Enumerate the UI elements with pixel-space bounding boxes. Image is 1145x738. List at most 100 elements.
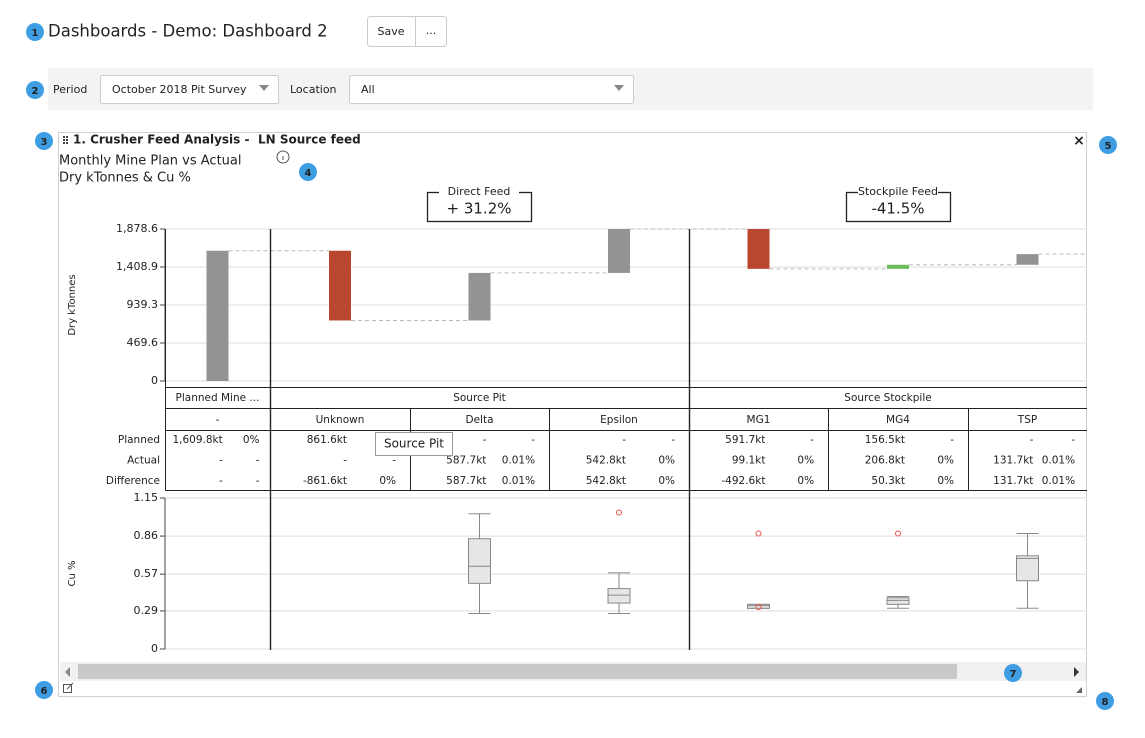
column-header: MG4: [886, 414, 910, 426]
group-header: Source Pit: [453, 392, 506, 404]
cell-percent: 0%: [658, 475, 675, 487]
cell-percent: 0.01%: [502, 455, 535, 467]
feed-value: + 31.2%: [447, 200, 512, 218]
waterfall-bar: [207, 251, 229, 381]
cell-value: 587.7kt: [446, 455, 486, 467]
feed-value: -41.5%: [871, 200, 924, 218]
cell-percent: -: [671, 434, 675, 446]
badge-number: 2: [32, 86, 39, 97]
cell-value: -861.6kt: [303, 475, 347, 487]
y-tick-label: 469.6: [127, 336, 159, 349]
widget-source: LN Source feed: [258, 133, 361, 147]
more-label: ...: [426, 24, 437, 37]
y-tick-label: 0.86: [134, 529, 159, 542]
page-title: Dashboards - Demo: Dashboard 2: [48, 22, 328, 41]
y-tick-label: 0.57: [134, 567, 159, 580]
box: [887, 598, 909, 605]
badge-number: 5: [1105, 141, 1112, 152]
cell-value: -: [483, 434, 487, 446]
cell-value: -: [1030, 434, 1034, 446]
cell-percent: -: [256, 455, 260, 467]
column-header: Delta: [465, 414, 493, 426]
row-label: Actual: [127, 455, 160, 467]
group-header: Source Stockpile: [844, 392, 931, 404]
y-tick-label: 0: [151, 642, 158, 655]
cell-percent: -: [1071, 434, 1075, 446]
y-tick-label: 0.29: [134, 604, 159, 617]
widget-units: Dry kTonnes & Cu %: [59, 171, 191, 186]
cell-value: -492.6kt: [721, 475, 765, 487]
box: [1017, 556, 1039, 581]
group-header: Planned Mine ...: [176, 392, 260, 404]
waterfall-bar: [887, 265, 909, 269]
location-value: All: [361, 83, 375, 96]
widget-title: 1. Crusher Feed Analysis -: [73, 133, 249, 147]
cell-value: 542.8kt: [586, 455, 626, 467]
row-label: Difference: [106, 475, 160, 487]
cell-value: 1,609.8kt: [172, 434, 222, 446]
waterfall-bar: [748, 229, 770, 269]
scrollbar-thumb[interactable]: [78, 664, 957, 679]
cell-value: 131.7kt: [993, 455, 1033, 467]
cell-percent: 0.01%: [1042, 455, 1075, 467]
drag-handle: [63, 142, 65, 144]
location-label: Location: [290, 83, 337, 96]
drag-handle: [63, 139, 65, 141]
cell-value: -: [219, 475, 223, 487]
cell-percent: 0%: [658, 455, 675, 467]
cell-percent: 0%: [937, 475, 954, 487]
badge-number: 4: [305, 168, 312, 179]
y-tick-label: 1,878.6: [116, 222, 158, 235]
location-select[interactable]: [350, 76, 634, 104]
tooltip-text: Source Pit: [384, 437, 444, 451]
cell-percent: 0%: [797, 455, 814, 467]
waterfall-bar: [608, 229, 630, 273]
cell-value: 587.7kt: [446, 475, 486, 487]
cell-value: 861.6kt: [307, 434, 347, 446]
cell-percent: 0%: [797, 475, 814, 487]
badge-number: 7: [1010, 669, 1017, 680]
column-header: -: [216, 414, 220, 426]
waterfall-bar: [329, 251, 351, 321]
cell-percent: -: [531, 434, 535, 446]
period-label: Period: [53, 83, 87, 96]
drag-handle: [63, 136, 65, 138]
column-header: Epsilon: [600, 414, 638, 426]
y-axis-label: Dry kTonnes: [67, 274, 78, 335]
cell-percent: 0%: [937, 455, 954, 467]
cell-value: 591.7kt: [725, 434, 765, 446]
box: [608, 589, 630, 603]
badge-number: 8: [1102, 697, 1109, 708]
y-axis-label: Cu %: [67, 560, 78, 586]
cell-value: 131.7kt: [993, 475, 1033, 487]
cell-percent: 0%: [243, 434, 260, 446]
y-tick-label: 1,408.9: [116, 260, 158, 273]
close-button[interactable]: ×: [1073, 133, 1085, 149]
cell-percent: -: [810, 434, 814, 446]
column-header: MG1: [747, 414, 771, 426]
cell-percent: -: [950, 434, 954, 446]
cell-percent: 0.01%: [502, 475, 535, 487]
drag-handle: [66, 142, 68, 144]
cell-value: -: [343, 455, 347, 467]
cell-percent: 0%: [379, 475, 396, 487]
cell-value: 206.8kt: [865, 455, 905, 467]
badge-number: 1: [32, 28, 39, 39]
drag-handle: [66, 136, 68, 138]
cell-value: -: [219, 455, 223, 467]
y-tick-label: 1.15: [134, 491, 159, 504]
widget-subtitle: Monthly Mine Plan vs Actual: [59, 154, 242, 169]
period-value: October 2018 Pit Survey: [112, 83, 247, 96]
y-tick-label: 939.3: [127, 298, 159, 311]
cell-value: 99.1kt: [732, 455, 766, 467]
column-header: TSP: [1017, 414, 1037, 426]
cell-value: -: [622, 434, 626, 446]
box: [469, 539, 491, 584]
badge-number: 3: [41, 137, 48, 148]
badge-number: 6: [41, 686, 48, 697]
cell-value: 50.3kt: [871, 475, 905, 487]
cell-value: 156.5kt: [865, 434, 905, 446]
row-label: Planned: [118, 434, 160, 446]
